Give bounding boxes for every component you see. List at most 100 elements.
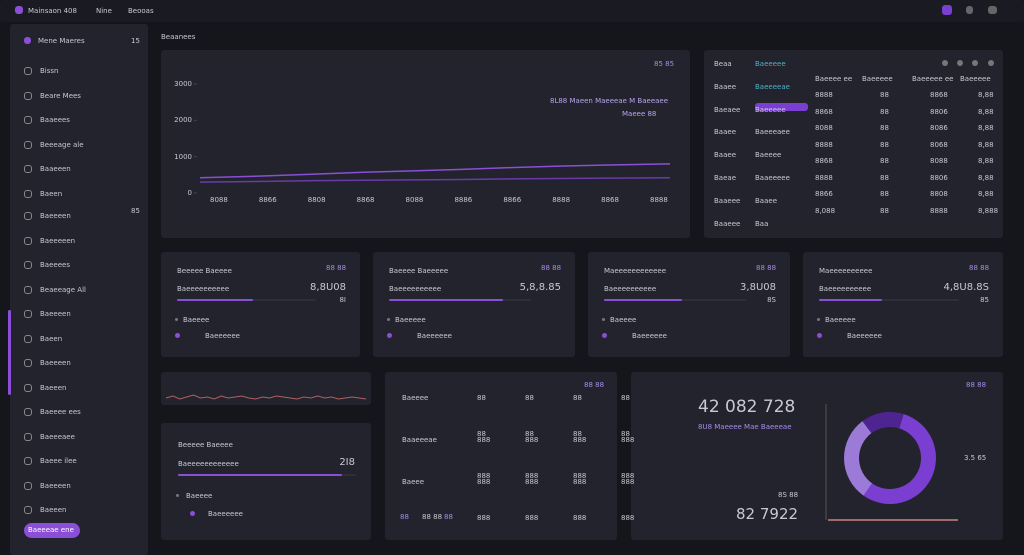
table-cell: 8,88 xyxy=(978,124,994,132)
x-tick-label: 8868 xyxy=(601,196,619,204)
big-number: 42 082 728 xyxy=(698,397,796,417)
line-series xyxy=(199,176,671,183)
card-sub: 8S xyxy=(767,296,776,304)
icon xyxy=(988,6,997,14)
card-title: Beeeee Baeeee xyxy=(177,267,232,275)
table-cell: 8068 xyxy=(930,140,948,149)
row-label: Baaee xyxy=(714,151,736,160)
card-foot: Baeeee xyxy=(183,316,210,324)
card-value: 2I8 xyxy=(339,457,355,468)
progress-track xyxy=(819,299,959,301)
sidebar-icon xyxy=(24,116,32,124)
row-sub: Baeeee xyxy=(755,151,782,160)
top-bar xyxy=(0,0,1024,22)
sidebar-icon xyxy=(24,236,32,245)
y-tick-label: 0 xyxy=(187,189,192,197)
y-tick-label: 3000 xyxy=(174,80,192,88)
table-cell: 8808 xyxy=(930,190,948,198)
sidebar-item[interactable]: Baaeees xyxy=(40,116,70,124)
table-cell: 888 xyxy=(573,514,587,522)
table-foot: 88 xyxy=(400,513,409,521)
sidebar-item[interactable]: Bissn xyxy=(40,67,59,75)
panel-badge: 88 88 xyxy=(966,381,987,389)
table-cell: 88 xyxy=(880,157,889,165)
table-cell: 888 xyxy=(525,478,539,486)
x-tick-label: 8808 xyxy=(307,196,326,204)
sidebar-icon xyxy=(24,91,32,100)
table-cell: 888 xyxy=(621,436,635,444)
table-cell: 88 xyxy=(880,173,889,182)
y-tick-label: 2000 xyxy=(174,116,192,125)
sidebar-item[interactable]: Baeeee ees xyxy=(40,408,81,416)
x-tick-label: 8886 xyxy=(454,196,473,204)
table-header: Baeeeee xyxy=(960,75,991,83)
sidebar-item[interactable]: Baeeeeen xyxy=(40,236,76,245)
icon xyxy=(972,60,978,66)
sidebar-icon xyxy=(24,334,32,343)
icon xyxy=(966,6,973,14)
sidebar-icon xyxy=(24,481,32,490)
card-badge: 88 88 xyxy=(756,264,777,272)
sidebar-item[interactable]: Baeeeen xyxy=(40,310,71,318)
card-label: Baeeeeeeeeee xyxy=(389,285,442,293)
card-label: Baeeeeeeeeeeee xyxy=(178,460,239,468)
sidebar-item[interactable]: Beeeage ale xyxy=(40,140,84,149)
card-badge: 88 88 xyxy=(326,264,347,272)
sidebar-item[interactable]: Baeen xyxy=(40,189,63,198)
card-sub: 85 xyxy=(980,296,989,304)
sidebar-button-label[interactable]: Baeeeae ene xyxy=(28,526,74,534)
sidebar-item[interactable]: Baeeees xyxy=(40,261,70,269)
table-cell: 8088 xyxy=(930,157,948,165)
sidebar-item[interactable]: Baeeeen xyxy=(40,212,71,220)
card-value: 8,8U08 xyxy=(310,282,346,293)
sidebar-button[interactable] xyxy=(24,523,80,538)
sidebar-item[interactable]: Baeeeaee xyxy=(40,432,75,441)
y-tick-label: 1000 xyxy=(174,152,192,161)
card-title: Baeeee Baeeeee xyxy=(389,267,449,275)
dot xyxy=(387,318,390,321)
card-title: Beeeee Baeeee xyxy=(178,441,233,449)
donut-slice xyxy=(862,412,904,434)
logo xyxy=(15,6,23,14)
sidebar-icon xyxy=(24,432,32,441)
sidebar-item[interactable]: Baeen xyxy=(40,334,63,343)
sidebar-icon xyxy=(24,67,32,75)
sidebar-icon xyxy=(24,383,32,392)
donut-panel xyxy=(631,372,1003,540)
sidebar-item[interactable]: Baeee ilee xyxy=(40,457,77,465)
stat-card xyxy=(161,423,371,540)
table-cell: 88 xyxy=(880,91,889,99)
sidebar-item[interactable]: Baeeen xyxy=(40,506,67,514)
sidebar-item[interactable]: Baeeeen xyxy=(40,359,71,367)
dot xyxy=(175,333,180,338)
table-cell: 8888 xyxy=(815,140,833,149)
row-label: Baaeee xyxy=(714,219,741,228)
nav-link[interactable]: Beooas xyxy=(128,7,154,15)
card-badge: 88 88 xyxy=(541,264,562,272)
table-cell: 88 xyxy=(525,430,534,438)
dot xyxy=(817,318,820,321)
chart-annotation: 8L88 Maeen Maeeeae M Baeeaee xyxy=(550,97,669,105)
card-title: Maeeeeeeeeee xyxy=(819,267,873,275)
section-title: Beaanees xyxy=(161,33,196,41)
chart-legend: 85 85 xyxy=(654,60,675,68)
sidebar-icon xyxy=(24,212,32,220)
table-cell: 8868 xyxy=(815,107,833,116)
row-label: Baeee xyxy=(402,478,425,486)
table-cell: 88 xyxy=(880,190,889,198)
row-sub: Baeeeaee xyxy=(755,128,790,137)
sidebar-item[interactable]: Beaeeage All xyxy=(40,285,86,294)
avatar[interactable] xyxy=(942,5,952,15)
sidebar-icon xyxy=(24,285,32,294)
sidebar-item[interactable]: Baaeeen xyxy=(40,165,71,173)
x-tick-label: 8866 xyxy=(503,196,522,204)
x-tick-label: 8888 xyxy=(650,196,668,204)
table-cell: 88 xyxy=(880,107,889,116)
sidebar-item[interactable]: Baeeeen xyxy=(40,481,71,490)
nav-link[interactable]: Nine xyxy=(96,7,112,15)
card-label: Baeeeeeeeeee xyxy=(819,285,872,293)
sidebar-item[interactable]: Beare Mees xyxy=(40,91,81,100)
table-header: Baeeeee xyxy=(862,75,893,83)
sidebar-item[interactable]: Baeeen xyxy=(40,383,67,392)
table-foot: 88 88 xyxy=(422,513,443,521)
